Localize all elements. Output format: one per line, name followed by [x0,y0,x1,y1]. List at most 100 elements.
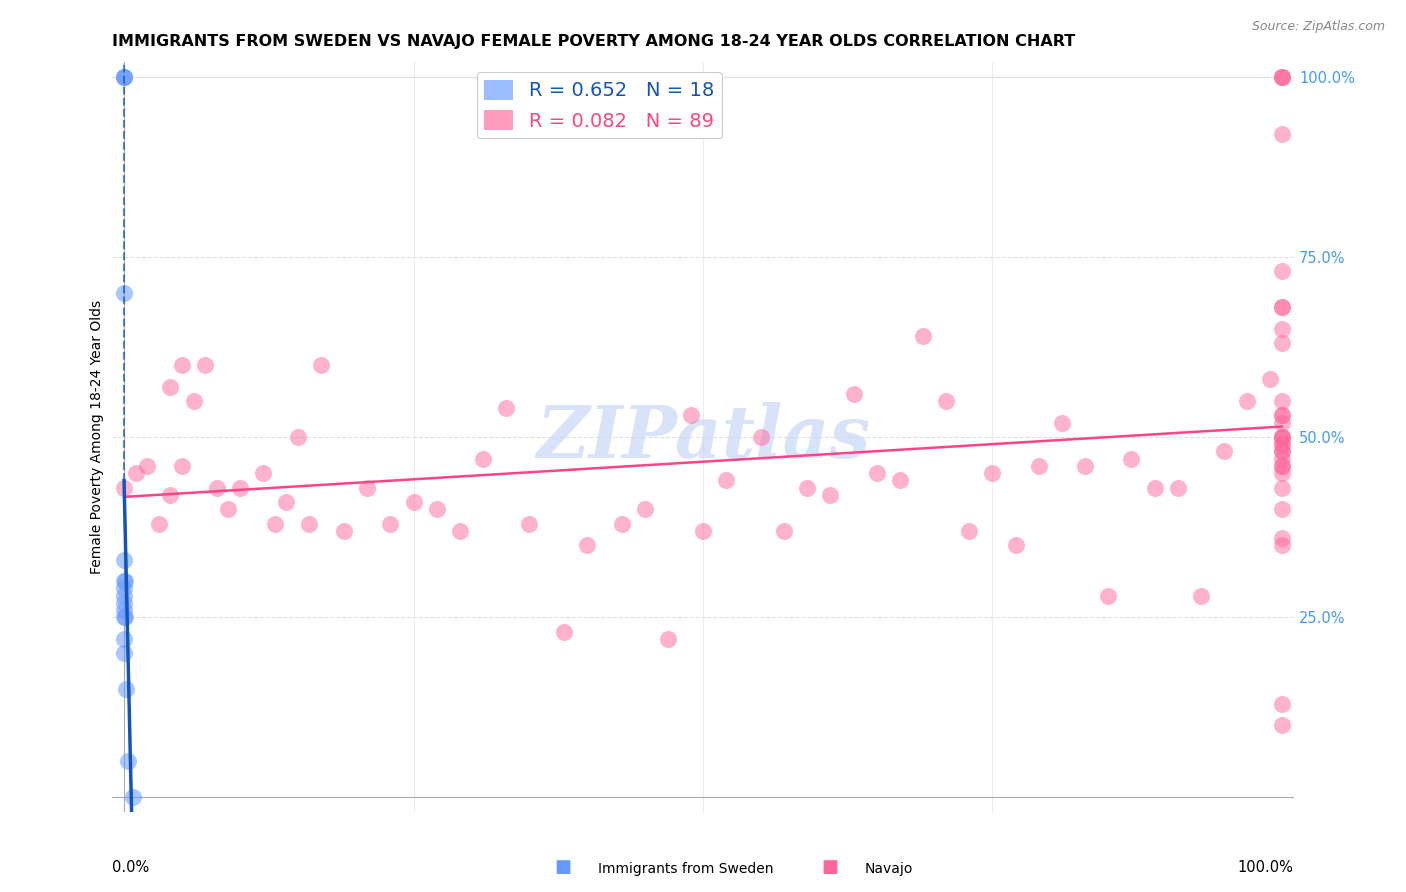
Point [124,466,146,480]
Point [1167,481,1189,495]
Point [1271,451,1294,466]
Point [1028,458,1050,473]
Point [112,603,135,617]
Point [183,394,205,409]
Point [112,481,135,495]
Point [1271,437,1294,451]
Point [1271,430,1294,444]
Point [820,488,842,502]
Point [112,70,135,84]
Point [112,70,135,84]
Point [217,502,239,516]
Point [112,285,135,300]
Point [935,394,957,409]
Point [692,524,714,538]
Point [402,495,425,509]
Point [1271,718,1294,732]
Point [889,473,911,487]
Point [1271,301,1294,315]
Point [1271,264,1294,278]
Point [1271,466,1294,480]
Point [749,430,772,444]
Point [1271,481,1294,495]
Point [287,430,309,444]
Point [333,524,356,538]
Point [1271,437,1294,451]
Point [911,329,934,343]
Point [1271,409,1294,423]
Point [112,574,135,589]
Point [159,379,181,393]
Point [1271,70,1294,84]
Point [610,516,633,531]
Point [380,516,402,531]
Point [1097,589,1119,603]
Point [1213,444,1236,458]
Point [426,502,449,516]
Point [194,358,217,372]
Point [1271,502,1294,516]
Text: ZIPatlas: ZIPatlas [536,401,870,473]
Point [1260,372,1282,386]
Point [842,387,865,401]
Point [1271,531,1294,545]
Point [112,70,135,84]
Point [112,582,135,596]
Point [1271,458,1294,473]
Point [1236,394,1258,409]
Point [1189,589,1212,603]
Point [1271,409,1294,423]
Point [1271,430,1294,444]
Point [657,632,679,646]
Point [1143,481,1166,495]
Point [1271,697,1294,711]
Text: 0.0%: 0.0% [112,861,149,875]
Text: Navajo: Navajo [865,862,912,876]
Point [298,516,321,531]
Legend: R = 0.652   N = 18, R = 0.082   N = 89: R = 0.652 N = 18, R = 0.082 N = 89 [477,72,723,138]
Point [773,524,796,538]
Point [263,516,285,531]
Point [634,502,657,516]
Point [112,589,135,603]
Point [957,524,980,538]
Point [114,574,136,589]
Point [112,552,135,566]
Point [1271,444,1294,458]
Point [170,358,193,372]
Point [1271,416,1294,430]
Point [1004,538,1026,552]
Point [115,682,138,697]
Point [159,488,181,502]
Point [309,358,332,372]
Text: ■: ■ [821,858,838,876]
Point [112,596,135,610]
Point [114,610,136,624]
Point [714,473,737,487]
Point [553,624,575,639]
Point [796,481,818,495]
Text: 100.0%: 100.0% [1237,861,1294,875]
Text: Immigrants from Sweden: Immigrants from Sweden [598,862,773,876]
Point [136,458,159,473]
Point [495,401,517,416]
Point [356,481,378,495]
Point [148,516,170,531]
Point [1121,451,1143,466]
Point [472,451,495,466]
Point [1050,416,1073,430]
Point [517,516,540,531]
Point [1271,458,1294,473]
Point [276,495,298,509]
Point [1271,538,1294,552]
Point [449,524,471,538]
Point [170,458,193,473]
Point [1271,430,1294,444]
Point [1271,301,1294,315]
Point [1271,336,1294,351]
Point [681,409,703,423]
Point [112,646,135,660]
Point [866,466,889,480]
Y-axis label: Female Poverty Among 18-24 Year Olds: Female Poverty Among 18-24 Year Olds [90,300,104,574]
Point [112,632,135,646]
